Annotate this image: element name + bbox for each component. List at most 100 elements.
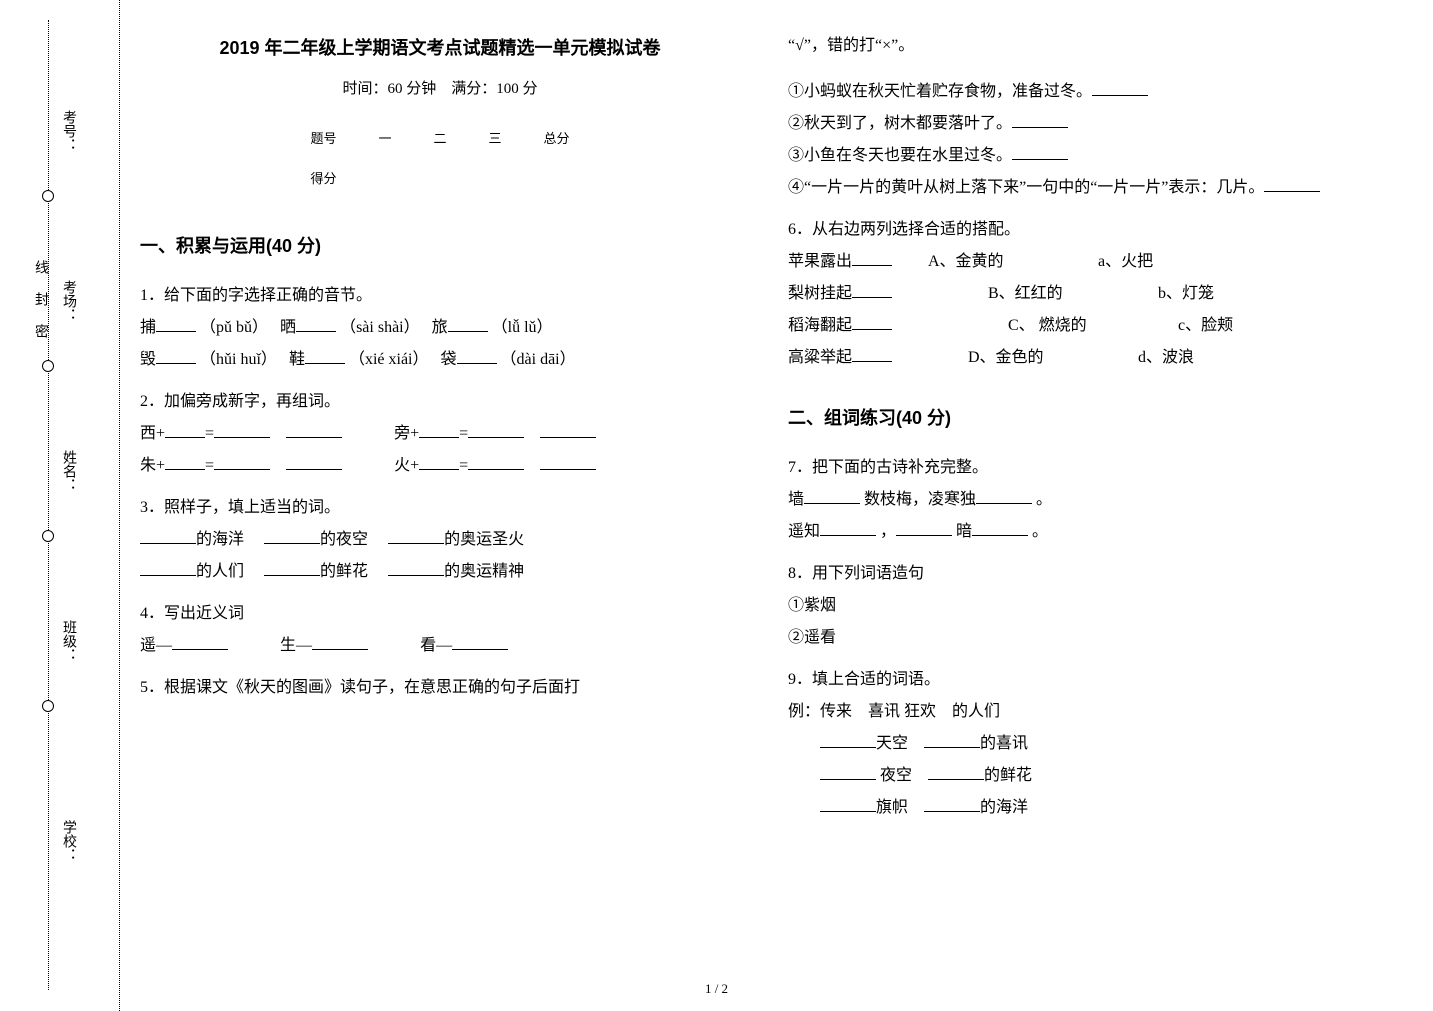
blank[interactable] (468, 454, 524, 470)
score-h-1: 一 (358, 120, 411, 158)
q1-stem: 1．给下面的字选择正确的音节。 (140, 280, 740, 312)
blank[interactable] (924, 796, 980, 812)
blank[interactable] (264, 528, 320, 544)
q9-example: 例：传来 喜讯 狂欢 的人们 (788, 696, 1388, 728)
blank[interactable] (820, 796, 876, 812)
blank[interactable] (852, 282, 892, 298)
blank[interactable] (540, 454, 596, 470)
q6-l2: 稻海翻起 (788, 317, 852, 334)
blank[interactable] (140, 528, 196, 544)
blank[interactable] (1012, 112, 1068, 128)
column-left: 2019 年二年级上学期语文考点试题精选一单元模拟试卷 时间：60 分钟 满分：… (140, 30, 740, 834)
blank[interactable] (1012, 144, 1068, 160)
q6-r1: 梨树挂起 B、红红的 b、灯笼 (788, 278, 1388, 310)
q6-m3: D、金色的 (928, 342, 1098, 374)
q9-r1b: 的鲜花 (984, 767, 1032, 784)
q1: 1．给下面的字选择正确的音节。 捕 （pǔ bǔ） 晒 （sài shài） 旅… (140, 280, 740, 376)
score-h-3: 三 (469, 120, 522, 158)
blank[interactable] (852, 314, 892, 330)
q1-ch3: 毁 (140, 351, 156, 368)
q9-r2: 旗帜 的海洋 (788, 792, 1388, 824)
blank[interactable] (448, 316, 488, 332)
blank[interactable] (924, 732, 980, 748)
blank[interactable] (296, 316, 336, 332)
q2: 2．加偏旁成新字，再组词。 西+= 旁+= 朱+= 火+= (140, 386, 740, 482)
q3-line2: 的人们 的鲜花 的奥运精神 (140, 556, 740, 588)
blank[interactable] (286, 454, 342, 470)
q5-i0: ①小蚂蚁在秋天忙着贮存食物，准备过冬。 (788, 76, 1388, 108)
q9-r0: 天空 的喜讯 (788, 728, 1388, 760)
blank[interactable] (156, 316, 196, 332)
q3-line1: 的海洋 的夜空 的奥运圣火 (140, 524, 740, 556)
blank[interactable] (896, 520, 952, 536)
binding-label-room: 考场： (58, 280, 78, 322)
blank[interactable] (452, 634, 508, 650)
blank[interactable] (852, 346, 892, 362)
blank[interactable] (172, 634, 228, 650)
blank[interactable] (312, 634, 368, 650)
binding-circle (42, 700, 54, 712)
blank[interactable] (286, 422, 342, 438)
q5-i2-t: ③小鱼在冬天也要在水里过冬。 (788, 147, 1012, 164)
blank[interactable] (928, 764, 984, 780)
q2-stem: 2．加偏旁成新字，再组词。 (140, 386, 740, 418)
blank[interactable] (1092, 80, 1148, 96)
q5-i3-t: ④“一片一片的黄叶从树上落下来”一句中的“一片一片”表示：几片。 (788, 179, 1264, 196)
q9: 9．填上合适的词语。 例：传来 喜讯 狂欢 的人们 天空 的喜讯 夜空 的鲜花 … (788, 664, 1388, 824)
blank[interactable] (264, 560, 320, 576)
q1-ch2: 旅 (432, 319, 448, 336)
q6-r2: 稻海翻起 C、 燃烧的 c、脸颊 (788, 310, 1388, 342)
blank[interactable] (820, 520, 876, 536)
blank[interactable] (419, 454, 459, 470)
q3-l2-0: 的人们 (196, 563, 244, 580)
q3-l2-1: 的鲜花 (320, 563, 368, 580)
q9-stem: 9．填上合适的词语。 (788, 664, 1388, 696)
blank[interactable] (140, 560, 196, 576)
q5-i0-t: ①小蚂蚁在秋天忙着贮存食物，准备过冬。 (788, 83, 1092, 100)
binding-label-examno: 考号： (58, 110, 78, 152)
blank[interactable] (214, 422, 270, 438)
q1-ch1: 晒 (280, 319, 296, 336)
blank[interactable] (976, 488, 1032, 504)
q6-l0: 苹果露出 (788, 253, 852, 270)
q3: 3．照样子，填上适当的词。 的海洋 的夜空 的奥运圣火 的人们 的鲜花 的奥运精… (140, 492, 740, 588)
q1-py2: （lǚ lǔ） (492, 319, 553, 336)
q5-i1: ②秋天到了，树木都要落叶了。 (788, 108, 1388, 140)
score-table: 题号 一 二 三 总分 得分 (288, 118, 591, 200)
q1-line1: 捕 （pǔ bǔ） 晒 （sài shài） 旅 （lǚ lǔ） (140, 312, 740, 344)
blank[interactable] (540, 422, 596, 438)
blank[interactable] (419, 422, 459, 438)
blank[interactable] (388, 528, 444, 544)
blank[interactable] (165, 454, 205, 470)
blank[interactable] (388, 560, 444, 576)
q9-r0a: 天空 (876, 735, 908, 752)
blank[interactable] (156, 348, 196, 364)
blank[interactable] (972, 520, 1028, 536)
blank[interactable] (1264, 176, 1320, 192)
q6-ra2: c、脸颊 (1098, 310, 1238, 342)
blank[interactable] (820, 764, 876, 780)
q4-i1: 生— (280, 637, 312, 654)
blank[interactable] (468, 422, 524, 438)
q9-r1: 夜空 的鲜花 (788, 760, 1388, 792)
blank[interactable] (305, 348, 345, 364)
blank[interactable] (852, 250, 892, 266)
blank[interactable] (457, 348, 497, 364)
q6-m0: A、金黄的 (928, 246, 1098, 278)
q1-py5: （dài dāi） (501, 351, 576, 368)
blank[interactable] (214, 454, 270, 470)
blank[interactable] (820, 732, 876, 748)
q2-r0a: 西+ (140, 425, 165, 442)
blank[interactable] (804, 488, 860, 504)
binding-label-name: 姓名： (58, 450, 78, 492)
q6-ra3: d、波浪 (1098, 342, 1238, 374)
blank[interactable] (165, 422, 205, 438)
score-h-0: 题号 (290, 120, 356, 158)
q7-line1: 墙 数枝梅，凌寒独 。 (788, 484, 1388, 516)
binding-seal-text: 线封密 (30, 260, 50, 356)
q5-i2: ③小鱼在冬天也要在水里过冬。 (788, 140, 1388, 172)
q6-r0: 苹果露出 A、金黄的 a、火把 (788, 246, 1388, 278)
q6-m2: C、 燃烧的 (928, 310, 1098, 342)
score-v-label: 得分 (290, 160, 356, 198)
q5-i1-t: ②秋天到了，树木都要落叶了。 (788, 115, 1012, 132)
